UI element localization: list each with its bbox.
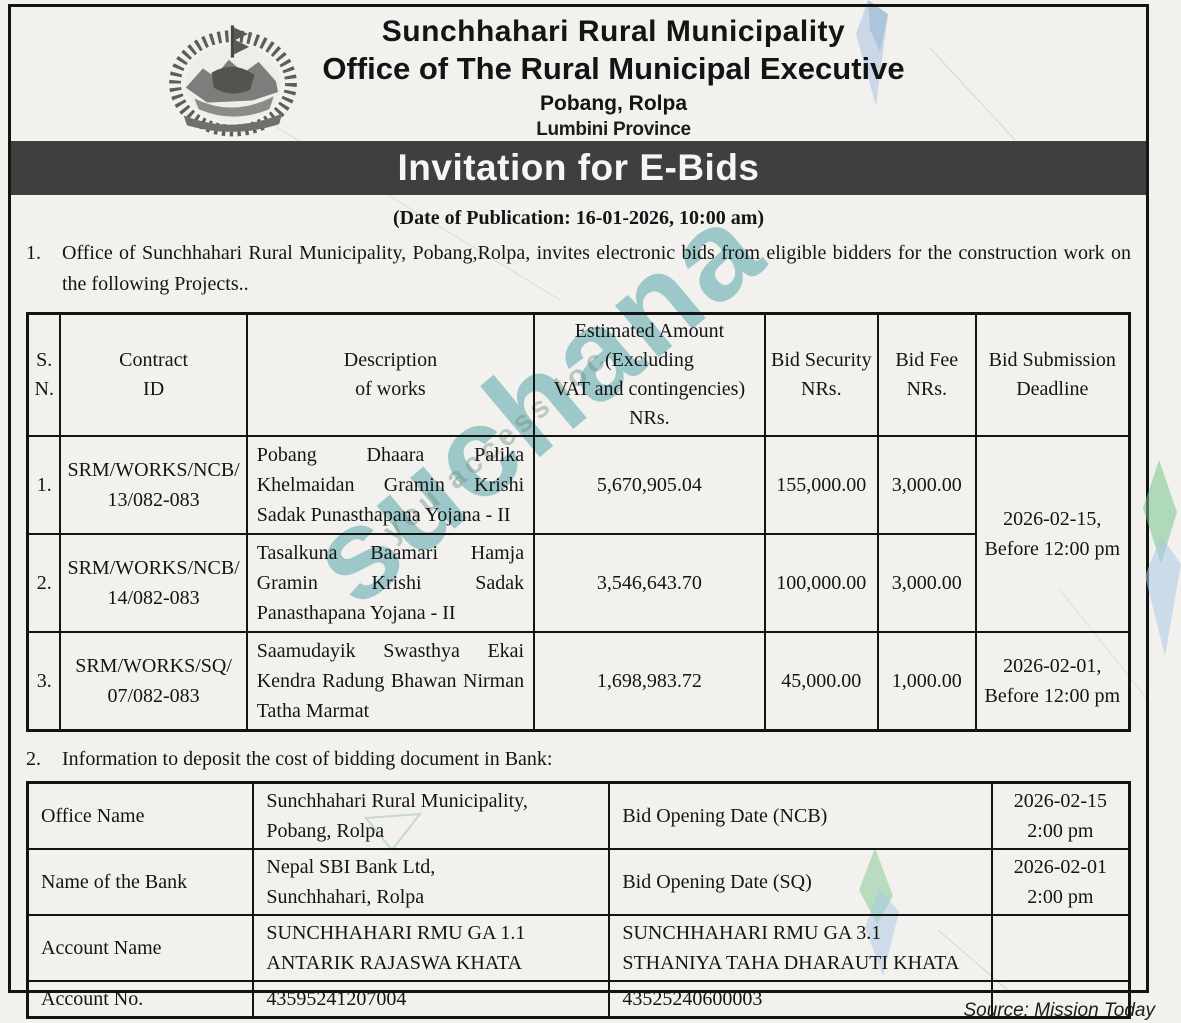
- cell-bid-opening-ncb-value: 2026-02-15 2:00 pm: [990, 781, 1131, 850]
- col-header-estimated-amount: Estimated Amount (Excluding VAT and conti…: [533, 312, 766, 437]
- cell-account-name-label: Account Name: [26, 914, 255, 982]
- cell-description: Tasalkuna Baamari Hamja Gramin Krishi Sa…: [245, 533, 536, 633]
- bank-row-office: Office Name Sunchhahari Rural Municipali…: [26, 781, 1131, 850]
- cell-contract-id: SRM/WORKS/NCB/14/082-083: [59, 533, 248, 633]
- nepal-emblem-icon: [169, 25, 297, 137]
- col-header-bid-security: Bid Security NRs.: [763, 312, 879, 437]
- cell-account-name-1: SUNCHHAHARI RMU GA 1.1 ANTARIK RAJASWA KH…: [252, 914, 611, 982]
- office-address: Pobang, Rolpa: [540, 92, 687, 115]
- cell-bank-name-value: Nepal SBI Bank Ltd, Sunchhahari, Rolpa: [252, 848, 611, 916]
- cell-account-no-label: Account No.: [26, 980, 255, 1019]
- col-header-bid-fee: Bid Fee NRs.: [876, 312, 977, 437]
- cell-contract-id: SRM/WORKS/NCB/13/082-083: [59, 435, 248, 535]
- edge-arrows-watermark-icon: [1143, 460, 1181, 656]
- bank-row-account-no: Account No. 43595241207004 4352524060000…: [26, 980, 1131, 1019]
- cell-sn: 2.: [26, 533, 62, 633]
- cell-sn: 3.: [26, 631, 62, 732]
- cell-empty: [990, 980, 1131, 1019]
- cell-empty: [990, 914, 1131, 982]
- cell-bid-security: 155,000.00: [763, 435, 879, 535]
- cell-estimated-amount: 1,698,983.72: [533, 631, 766, 732]
- notice-document: Sunchhahari Rural Municipality Office of…: [8, 4, 1149, 1019]
- project-row-3: 3. SRM/WORKS/SQ/07/082-083 Saamudayik Sw…: [26, 631, 1131, 732]
- cell-description: Pobang Dhaara Palika Khelmaidan Gramin K…: [245, 435, 536, 535]
- cell-office-name-value: Sunchhahari Rural Municipality, Pobang, R…: [252, 781, 611, 850]
- clause-1-number: 1.: [26, 242, 41, 264]
- clause-1: 1. Office of Sunchhahari Rural Municipal…: [26, 238, 1131, 300]
- project-row-2: 2. SRM/WORKS/NCB/14/082-083 Tasalkuna Ba…: [26, 533, 1130, 633]
- cell-deadline-sq: 2026-02-01, Before 12:00 pm: [974, 631, 1131, 732]
- cell-bid-fee: 1,000.00: [876, 631, 977, 732]
- projects-header-row: S. N. Contract ID Description of works Esti…: [26, 312, 1131, 437]
- cell-office-name-label: Office Name: [26, 781, 255, 850]
- source-credit: Source: Mission Today: [963, 1000, 1155, 1021]
- col-header-description: Description of works: [245, 312, 536, 437]
- province-name: Lumbini Province: [536, 119, 691, 140]
- cell-account-name-2: SUNCHHAHARI RMU GA 3.1 STHANIYA TAHA DHAR…: [608, 914, 993, 982]
- cell-account-no-2: 43525240600003: [608, 980, 993, 1019]
- col-header-contract-id: Contract ID: [59, 312, 248, 437]
- notice-body: (Date of Publication: 16-01-2026, 10:00 …: [11, 207, 1146, 1023]
- cell-deadline-ncb: 2026-02-15, Before 12:00 pm: [974, 435, 1131, 633]
- letterhead: Sunchhahari Rural Municipality Office of…: [11, 7, 1146, 141]
- cell-bid-security: 45,000.00: [763, 631, 879, 732]
- clause-2: 2. Information to deposit the cost of bi…: [26, 744, 1131, 775]
- cell-bid-fee: 3,000.00: [876, 435, 977, 535]
- notice-title: Invitation for E-Bids: [397, 147, 760, 188]
- publication-date-line: (Date of Publication: 16-01-2026, 10:00 …: [392, 207, 765, 229]
- cell-bid-fee: 3,000.00: [876, 533, 977, 633]
- col-header-sn: S. N.: [26, 312, 62, 437]
- cell-description: Saamudayik Swasthya Ekai Kendra Radung B…: [245, 631, 536, 732]
- notice-title-banner: Invitation for E-Bids: [11, 141, 1146, 195]
- cell-estimated-amount: 3,546,643.70: [533, 533, 766, 633]
- cell-contract-id: SRM/WORKS/SQ/07/082-083: [59, 631, 248, 732]
- cell-bank-name-label: Name of the Bank: [26, 848, 255, 916]
- clause-1-text: Office of Sunchhahari Rural Municipality…: [62, 242, 1131, 295]
- cell-estimated-amount: 5,670,905.04: [533, 435, 766, 535]
- bank-info-table: Office Name Sunchhahari Rural Municipali…: [26, 781, 1131, 1019]
- cell-bid-opening-sq-value: 2026-02-01 2:00 pm: [990, 848, 1131, 916]
- projects-table: S. N. Contract ID Description of works Esti…: [26, 312, 1131, 732]
- office-name: Office of The Rural Municipal Executive: [322, 51, 905, 86]
- project-row-1: 1. SRM/WORKS/NCB/13/082-083 Pobang Dhaar…: [26, 435, 1131, 633]
- clause-2-text: Information to deposit the cost of biddi…: [62, 748, 553, 770]
- bank-row-account-name: Account Name SUNCHHAHARI RMU GA 1.1 ANTAR…: [26, 914, 1131, 982]
- clause-2-number: 2.: [26, 748, 41, 770]
- bank-row-bank-name: Name of the Bank Nepal SBI Bank Ltd, Sunc…: [26, 848, 1131, 916]
- cell-sn: 1.: [26, 435, 62, 535]
- cell-bid-security: 100,000.00: [763, 533, 879, 633]
- col-header-deadline: Bid Submission Deadline: [974, 312, 1131, 437]
- cell-account-no-1: 43595241207004: [252, 980, 611, 1019]
- cell-bid-opening-sq-label: Bid Opening Date (SQ): [608, 848, 993, 916]
- cell-bid-opening-ncb-label: Bid Opening Date (NCB): [608, 781, 993, 850]
- organization-name: Sunchhahari Rural Municipality: [381, 15, 846, 48]
